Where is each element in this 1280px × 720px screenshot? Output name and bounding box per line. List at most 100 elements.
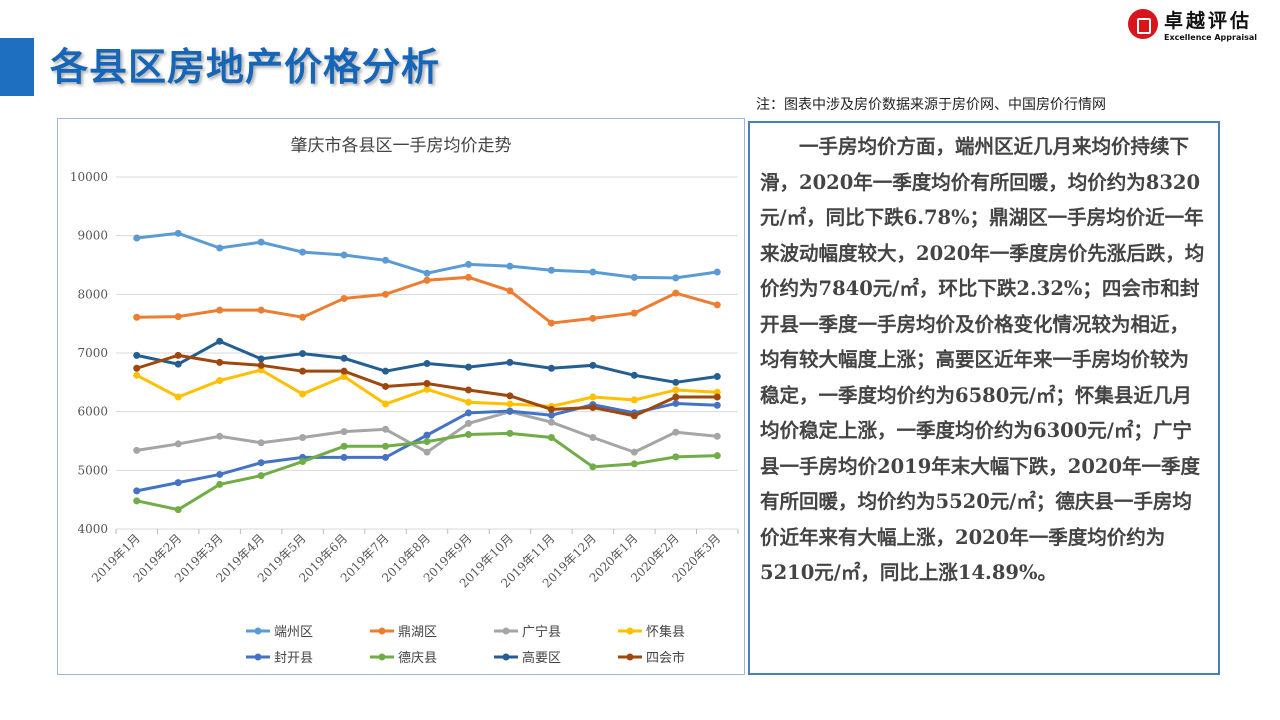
data-point bbox=[713, 393, 721, 401]
data-point bbox=[299, 248, 307, 256]
data-point bbox=[257, 355, 265, 363]
data-point bbox=[216, 470, 224, 478]
legend-marker bbox=[502, 627, 510, 635]
data-point bbox=[340, 367, 348, 375]
data-point bbox=[589, 404, 597, 412]
data-point bbox=[630, 412, 638, 420]
line-chart: 肇庆市各县区一手房均价走势 4000 5000 6000 7000 8000 9000 100… bbox=[70, 136, 739, 666]
logo-en: Excellence Appraisal bbox=[1164, 33, 1257, 42]
data-point bbox=[423, 360, 431, 368]
data-point bbox=[382, 256, 390, 264]
data-point bbox=[464, 419, 472, 427]
data-point bbox=[174, 313, 182, 321]
data-point bbox=[713, 432, 721, 440]
y-tick-label: 8000 bbox=[77, 287, 108, 301]
data-point bbox=[174, 229, 182, 237]
data-point bbox=[630, 460, 638, 468]
data-point bbox=[423, 431, 431, 439]
data-point bbox=[340, 294, 348, 302]
data-point bbox=[174, 506, 182, 514]
data-point bbox=[299, 433, 307, 441]
data-point bbox=[299, 350, 307, 358]
legend-marker bbox=[626, 627, 634, 635]
page-title: 各县区房地产价格分析 bbox=[50, 45, 441, 89]
data-point bbox=[672, 386, 680, 394]
y-tick-label: 4000 bbox=[77, 522, 108, 536]
data-point bbox=[216, 377, 224, 385]
data-point bbox=[589, 314, 597, 322]
data-point bbox=[423, 276, 431, 284]
data-point bbox=[713, 301, 721, 309]
data-point bbox=[257, 238, 265, 246]
data-point bbox=[133, 313, 141, 321]
data-point bbox=[589, 268, 597, 276]
data-point bbox=[216, 337, 224, 345]
data-point bbox=[174, 351, 182, 359]
data-point bbox=[174, 479, 182, 487]
data-point bbox=[506, 358, 514, 366]
title-accent-bar bbox=[0, 38, 34, 96]
data-point bbox=[133, 364, 141, 372]
data-point bbox=[672, 289, 680, 297]
data-point bbox=[340, 453, 348, 461]
data-point bbox=[174, 393, 182, 401]
data-point bbox=[382, 425, 390, 433]
legend-marker bbox=[378, 627, 386, 635]
analysis-textbox: 一手房均价方面，端州区近几月来均价持续下滑，2020年一季度均价有所回暖，均价约… bbox=[748, 121, 1220, 675]
legend-label: 鼎湖区 bbox=[398, 625, 437, 640]
data-point bbox=[423, 385, 431, 393]
data-point bbox=[464, 260, 472, 268]
data-point bbox=[299, 458, 307, 466]
data-point bbox=[257, 459, 265, 467]
data-point bbox=[464, 409, 472, 417]
data-point bbox=[382, 290, 390, 298]
source-note: 注：图表中涉及房价数据来源于房价网、中国房价行情网 bbox=[756, 97, 1106, 113]
data-point bbox=[506, 407, 514, 415]
data-point bbox=[133, 497, 141, 505]
legend-label: 端州区 bbox=[274, 625, 313, 640]
data-point bbox=[464, 398, 472, 406]
data-point bbox=[589, 393, 597, 401]
data-point bbox=[506, 392, 514, 400]
legend-label: 封开县 bbox=[274, 651, 313, 666]
data-point bbox=[216, 480, 224, 488]
data-point bbox=[133, 371, 141, 379]
data-point bbox=[547, 405, 555, 413]
data-point bbox=[382, 442, 390, 450]
data-point bbox=[547, 319, 555, 327]
y-tick-label: 10000 bbox=[70, 170, 108, 184]
data-point bbox=[382, 367, 390, 375]
data-point bbox=[547, 433, 555, 441]
data-point bbox=[423, 380, 431, 388]
data-point bbox=[506, 262, 514, 270]
data-point bbox=[174, 440, 182, 448]
data-point bbox=[630, 396, 638, 404]
data-point bbox=[382, 382, 390, 390]
series-line bbox=[136, 275, 718, 325]
legend-marker bbox=[254, 653, 262, 661]
data-point bbox=[464, 431, 472, 439]
data-point bbox=[630, 448, 638, 456]
data-point bbox=[340, 372, 348, 380]
data-point bbox=[299, 313, 307, 321]
data-point bbox=[589, 433, 597, 441]
legend-label: 德庆县 bbox=[398, 651, 437, 666]
data-point bbox=[133, 234, 141, 242]
legend-marker bbox=[626, 653, 634, 661]
legend-marker bbox=[502, 653, 510, 661]
data-point bbox=[216, 358, 224, 366]
data-point bbox=[423, 448, 431, 456]
data-point bbox=[423, 269, 431, 277]
y-tick-label: 6000 bbox=[77, 405, 108, 419]
data-point bbox=[672, 378, 680, 386]
data-point bbox=[340, 442, 348, 450]
legend-label: 高要区 bbox=[522, 650, 561, 666]
data-point bbox=[506, 429, 514, 437]
data-point bbox=[257, 306, 265, 314]
data-point bbox=[630, 371, 638, 379]
data-point bbox=[506, 287, 514, 295]
y-tick-label: 9000 bbox=[77, 229, 108, 243]
logo-cn: 卓越评估 bbox=[1164, 10, 1253, 32]
data-point bbox=[257, 439, 265, 447]
y-tick-label: 7000 bbox=[77, 346, 108, 360]
